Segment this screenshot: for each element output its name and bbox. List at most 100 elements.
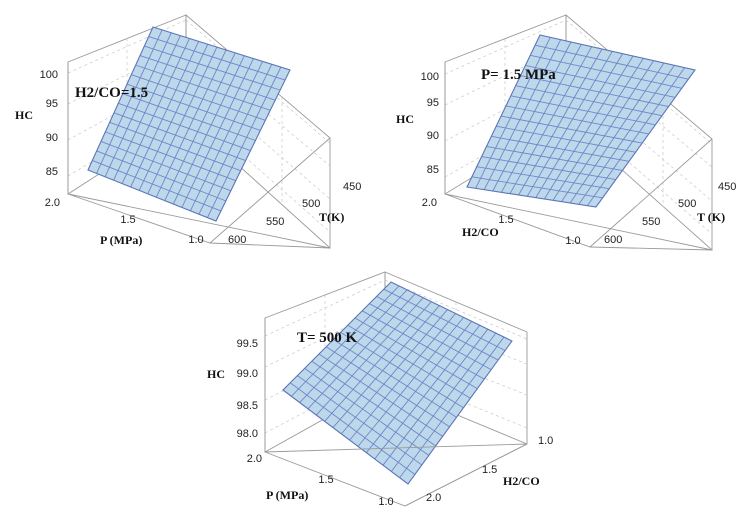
mesh-line [483, 39, 562, 190]
p1-ztick-3: 100 [40, 69, 58, 81]
mesh-line [135, 64, 271, 111]
p1-ztick-0: 85 [46, 166, 58, 178]
p1-ytick-2: 550 [266, 216, 284, 228]
p2-zlabel: HC [396, 112, 414, 126]
mesh-line [325, 346, 450, 428]
surface-plot-3: 2.0 1.5 1.0 1.0 1.5 2.0 98.0 98.5 99.0 9… [207, 271, 553, 508]
p3-ytick-2: 2.0 [426, 492, 441, 504]
p3-ztick-3: 99.5 [237, 338, 258, 350]
mesh-line [526, 51, 613, 197]
p1-ztick-1: 90 [46, 132, 58, 144]
mesh-line [578, 65, 675, 205]
surface-3-mesh [289, 285, 506, 479]
p3-annotation: T= 500 K [297, 330, 358, 346]
p3-ytick-0: 1.0 [538, 435, 553, 447]
p2-xtick-2: 1.0 [565, 235, 580, 247]
mesh-line [113, 35, 181, 181]
p2-ztick-1: 90 [427, 130, 439, 142]
mesh-line [299, 289, 408, 403]
p1-ytick-1: 500 [302, 198, 320, 210]
mesh-line [340, 309, 448, 435]
mesh-line [491, 135, 630, 162]
mesh-line [172, 55, 245, 205]
p1-xtick-0: 2.0 [45, 197, 60, 209]
p3-xtick-0: 2.0 [247, 453, 262, 465]
mesh-line [374, 324, 481, 460]
mesh-line [349, 313, 456, 441]
p2-ztick-2: 95 [427, 97, 439, 109]
p3-ztick-0: 98.0 [237, 428, 258, 440]
p1-zlabel: HC [15, 108, 33, 122]
p3-xtick-1: 1.5 [318, 474, 333, 486]
mesh-line [340, 332, 464, 409]
mesh-line [471, 176, 603, 199]
surface-2-mesh [471, 37, 689, 206]
mesh-line [291, 285, 400, 397]
mesh-line [147, 46, 218, 194]
mesh-line [130, 41, 200, 188]
surface-plot-1: 2.0 1.5 1.0 450 500 550 600 85 90 95 100… [15, 14, 361, 250]
mesh-line [354, 317, 478, 390]
p1-xtick-2: 1.0 [188, 234, 203, 246]
mesh-line [399, 336, 505, 479]
mesh-line [390, 332, 497, 472]
p2-ytick-0: 450 [718, 181, 736, 193]
mesh-line [100, 140, 231, 192]
p2-ztick-0: 85 [427, 164, 439, 176]
mesh-line [297, 375, 423, 466]
mesh-line [126, 83, 261, 131]
mesh-line [552, 58, 644, 201]
mesh-line [544, 55, 634, 200]
p3-xlabel: P (MPa) [266, 488, 308, 502]
mesh-line [289, 382, 416, 475]
mesh-line [311, 360, 436, 447]
mesh-line [138, 44, 209, 191]
p3-ztick-2: 99.0 [237, 368, 258, 380]
p1-ytick-3: 600 [228, 234, 246, 246]
mesh-line [535, 53, 624, 198]
mesh-line [520, 75, 669, 107]
mesh-line [92, 160, 222, 212]
p2-ytick-2: 550 [642, 216, 660, 228]
mesh-line [476, 166, 610, 190]
mesh-line [505, 105, 649, 135]
mesh-line [139, 55, 276, 101]
mesh-line [509, 46, 593, 194]
mesh-line [492, 41, 572, 192]
mesh-line [131, 74, 266, 121]
mesh-line [96, 29, 163, 174]
mesh-line [324, 301, 432, 422]
p2-ylabel: T (K) [697, 210, 725, 224]
mesh-line [361, 310, 485, 380]
mesh-line [207, 66, 282, 218]
mesh-line [518, 48, 603, 196]
p1-ztick-2: 95 [46, 98, 58, 110]
p2-ztick-3: 100 [421, 71, 439, 83]
mesh-line [369, 303, 492, 370]
mesh-line [525, 64, 676, 98]
mesh-line [475, 37, 551, 189]
mesh-line [376, 296, 499, 361]
mesh-line [357, 317, 464, 447]
p3-ylabel: H2/CO [503, 474, 540, 488]
p3-xtick-2: 1.0 [378, 496, 393, 508]
mesh-line [332, 305, 440, 428]
p2-annotation: P= 1.5 MPa [481, 67, 556, 83]
mesh-line [365, 321, 473, 453]
surface-1-mesh [92, 29, 286, 218]
mesh-line [164, 52, 236, 201]
mesh-line [481, 156, 616, 181]
p1-ylabel: T(K) [319, 210, 344, 224]
mesh-line [496, 125, 636, 153]
mesh-line [382, 328, 489, 466]
mesh-line [333, 339, 457, 418]
mesh-line [561, 60, 655, 202]
mesh-line [587, 67, 686, 206]
p2-xlabel: H2/CO [462, 225, 499, 239]
surface-plot-2: 2.0 1.5 1.0 450 500 550 600 85 90 95 100… [396, 14, 736, 252]
mesh-line [148, 36, 286, 81]
mesh-line [122, 93, 256, 141]
mesh-line [500, 115, 643, 144]
mesh-line [118, 102, 251, 151]
